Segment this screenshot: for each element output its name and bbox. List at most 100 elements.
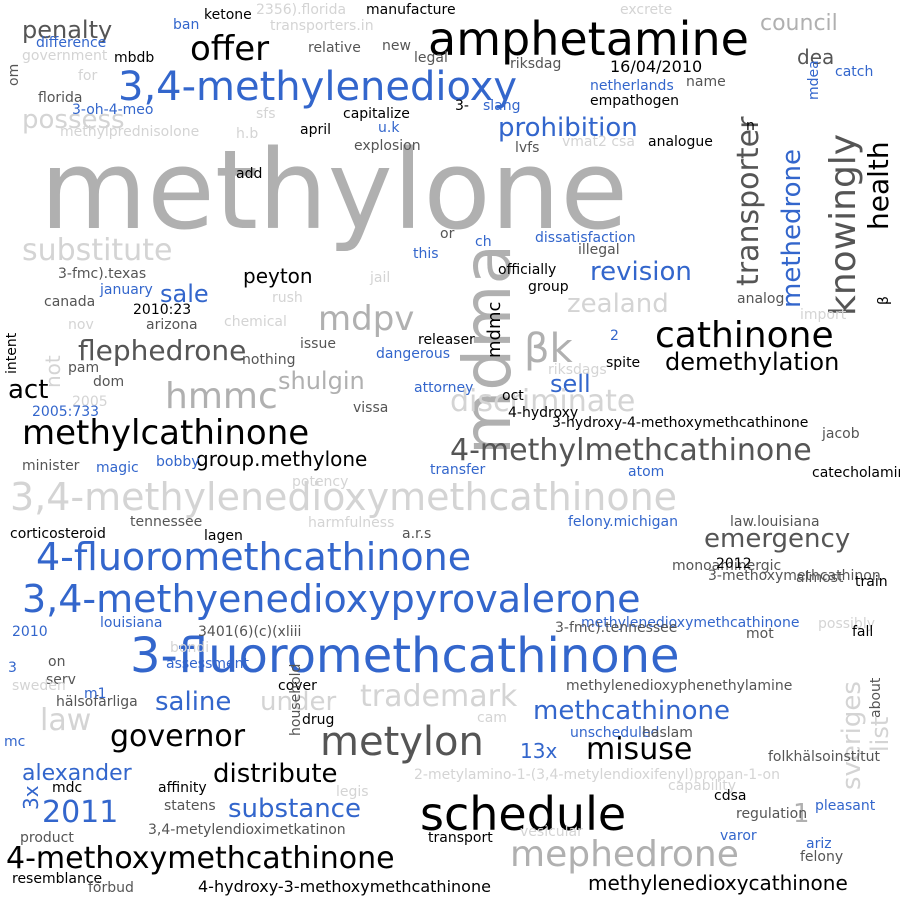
cloud-word: 4-hydroxy — [508, 405, 578, 421]
cloud-word: april — [300, 122, 331, 138]
cloud-word: netherlands — [590, 78, 674, 94]
cloud-word: magic — [96, 460, 139, 476]
cloud-word: government — [22, 48, 108, 64]
cloud-word: affinity — [158, 780, 207, 796]
cloud-word: 2010:23 — [133, 302, 191, 318]
cloud-word: mdpv — [318, 299, 414, 339]
cloud-word: 13x — [520, 739, 557, 763]
cloud-word: substance — [228, 794, 361, 824]
cloud-word: 3x — [19, 785, 43, 810]
cloud-word: 4-methylmethcathinone — [450, 433, 812, 468]
cloud-word: bobby — [156, 454, 200, 470]
cloud-word: or — [440, 226, 455, 242]
cloud-word: demethylation — [665, 348, 839, 376]
cloud-word: law — [40, 703, 91, 738]
cloud-word: explosion — [354, 138, 421, 154]
cloud-word: 3-methoxymethcathinon — [708, 568, 881, 584]
cloud-word: releaser — [418, 332, 475, 348]
cloud-word: methylenedioxyphenethylamine — [566, 678, 792, 694]
cloud-word: on — [48, 654, 65, 670]
cloud-word: peyton — [243, 264, 313, 288]
cloud-word: methylone — [40, 126, 628, 254]
cloud-word: under — [260, 687, 336, 717]
cloud-word: transport — [428, 830, 493, 846]
cloud-word: product — [20, 830, 74, 846]
cloud-word: sveriges — [837, 681, 867, 790]
cloud-word: law.louisiana — [730, 514, 820, 530]
cloud-word: trademark — [360, 679, 518, 714]
cloud-word: tennessee — [130, 514, 202, 530]
cloud-word: vesicular — [520, 824, 583, 840]
cloud-word: 4-hydroxy-3-methoxymethcathinone — [198, 877, 491, 896]
cloud-word: methylprednisolone — [60, 124, 199, 140]
cloud-word: almost — [796, 570, 844, 586]
cloud-word: varor — [720, 828, 757, 844]
cloud-word: jacob — [821, 426, 860, 442]
cloud-word: amphetamine — [428, 12, 749, 66]
cloud-word: officially — [498, 262, 556, 278]
cloud-word: january — [99, 282, 153, 298]
cloud-word: cathinone — [655, 315, 834, 356]
cloud-word: governor — [110, 719, 246, 754]
cloud-word: statens — [164, 798, 216, 814]
cloud-word: group — [528, 279, 569, 295]
cloud-word: transporters.in — [270, 18, 374, 34]
cloud-word: mbdb — [114, 50, 154, 66]
cloud-word: 16/04/2010 — [610, 57, 702, 76]
cloud-word: transfer — [430, 462, 486, 478]
cloud-word: 2356).florida — [256, 2, 346, 18]
cloud-word: ban — [173, 17, 199, 33]
cloud-word: vissa — [353, 400, 388, 416]
cloud-word: louisiana — [100, 615, 162, 631]
cloud-word: penalty — [22, 16, 112, 44]
cloud-word: 3401(6)(c)(xliii — [198, 624, 301, 640]
cloud-word: lagen — [204, 528, 243, 544]
cloud-word: mdma — [449, 244, 526, 455]
cloud-word: nothing — [242, 352, 295, 368]
cloud-word: offer — [190, 29, 269, 69]
cloud-word: βk — [524, 326, 574, 372]
cloud-word: regulation — [736, 806, 807, 822]
cloud-word: resemblance — [12, 871, 102, 887]
cloud-word: cover — [278, 678, 317, 694]
cloud-word: misuse — [586, 732, 692, 767]
cloud-word: serv — [46, 672, 76, 688]
cloud-word: council — [760, 11, 838, 36]
cloud-word: 2005 — [72, 394, 108, 410]
cloud-word: possess — [22, 105, 125, 135]
cloud-word: slang — [483, 98, 521, 114]
cloud-word: lvfs — [515, 140, 539, 156]
cloud-word: cam — [477, 710, 507, 726]
cloud-word: this — [413, 246, 439, 262]
cloud-word: mdea — [806, 60, 822, 100]
cloud-word: nov — [68, 317, 94, 333]
cloud-word: sale — [160, 280, 209, 308]
cloud-word: catch — [835, 64, 873, 80]
cloud-word: list — [866, 717, 894, 752]
cloud-word: new — [382, 38, 411, 54]
cloud-word: sfs — [256, 106, 276, 122]
cloud-word: ariz — [806, 836, 832, 852]
cloud-word: relative — [308, 40, 361, 56]
cloud-word: household — [288, 664, 304, 736]
cloud-word: legal — [414, 50, 448, 66]
cloud-word: health — [862, 141, 895, 230]
cloud-word: u.k — [378, 120, 400, 136]
cloud-word: manufacture — [366, 2, 456, 18]
cloud-word: 3,4-metylendioximetkatinon — [148, 822, 346, 838]
cloud-word: methcathinone — [533, 696, 730, 726]
cloud-word: m1 — [84, 686, 107, 702]
cloud-word: spite — [606, 355, 640, 371]
cloud-word: 3,4-methylenedioxymethcathinone — [10, 475, 677, 519]
cloud-word: fall — [852, 624, 873, 640]
cloud-word: a.r.s — [402, 526, 431, 542]
cloud-word: 4-methoxymethcathinone — [6, 841, 395, 876]
cloud-word: vmat2 csa — [562, 134, 635, 150]
cloud-word: dea — [797, 45, 834, 69]
cloud-word: revision — [590, 257, 692, 287]
cloud-word: dissatisfaction — [535, 230, 636, 246]
cloud-word: methylcathinone — [22, 413, 309, 453]
cloud-word: 3-oh-4-meo — [72, 102, 153, 118]
cloud-word: cdsa — [714, 788, 746, 804]
